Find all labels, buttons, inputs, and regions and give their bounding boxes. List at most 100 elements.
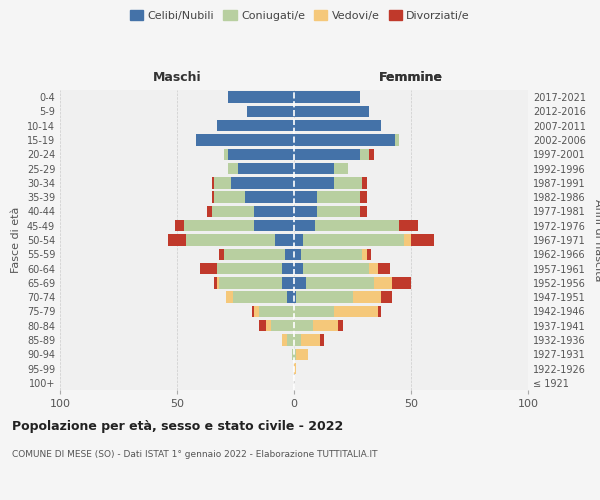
Bar: [374, 277, 392, 288]
Bar: [184, 220, 254, 232]
Bar: [294, 92, 359, 103]
Text: COMUNE DI MESE (SO) - Dati ISTAT 1° gennaio 2022 - Elaborazione TUTTITALIA.IT: COMUNE DI MESE (SO) - Dati ISTAT 1° genn…: [12, 450, 377, 459]
Bar: [200, 263, 217, 274]
Bar: [284, 248, 294, 260]
Bar: [359, 148, 369, 160]
Bar: [259, 306, 294, 317]
Bar: [224, 248, 284, 260]
Bar: [294, 106, 369, 117]
Text: Femmine: Femmine: [379, 71, 443, 84]
Bar: [304, 234, 404, 246]
Bar: [229, 92, 294, 103]
Bar: [380, 292, 392, 303]
Bar: [317, 206, 359, 217]
Bar: [254, 206, 294, 217]
Bar: [294, 234, 304, 246]
Bar: [175, 220, 184, 232]
Bar: [231, 177, 294, 188]
Bar: [369, 263, 378, 274]
Bar: [338, 320, 343, 332]
Bar: [294, 248, 301, 260]
Bar: [306, 277, 374, 288]
Text: Popolazione per età, sesso e stato civile - 2022: Popolazione per età, sesso e stato civil…: [12, 420, 343, 433]
Bar: [196, 134, 294, 145]
Bar: [353, 292, 380, 303]
Bar: [219, 277, 283, 288]
Bar: [294, 277, 306, 288]
Bar: [217, 263, 283, 274]
Bar: [359, 192, 367, 203]
Bar: [359, 206, 367, 217]
Bar: [187, 234, 275, 246]
Legend: Celibi/Nubili, Coniugati/e, Vedovi/e, Divorziati/e: Celibi/Nubili, Coniugati/e, Vedovi/e, Di…: [125, 6, 475, 25]
Bar: [217, 120, 294, 132]
Bar: [294, 206, 317, 217]
Bar: [283, 263, 294, 274]
Bar: [247, 106, 294, 117]
Bar: [294, 334, 301, 345]
Bar: [233, 292, 287, 303]
Bar: [229, 163, 238, 174]
Bar: [404, 234, 411, 246]
Bar: [283, 334, 287, 345]
Bar: [217, 277, 219, 288]
Bar: [317, 192, 359, 203]
Bar: [254, 220, 294, 232]
Bar: [294, 292, 296, 303]
Bar: [362, 248, 367, 260]
Bar: [229, 148, 294, 160]
Bar: [304, 263, 369, 274]
Bar: [378, 306, 380, 317]
Bar: [294, 134, 395, 145]
Bar: [287, 292, 294, 303]
Bar: [252, 306, 254, 317]
Bar: [167, 234, 187, 246]
Bar: [395, 134, 400, 145]
Bar: [367, 248, 371, 260]
Bar: [301, 334, 320, 345]
Bar: [313, 320, 338, 332]
Bar: [334, 177, 362, 188]
Bar: [212, 192, 214, 203]
Bar: [315, 220, 400, 232]
Bar: [266, 320, 271, 332]
Text: Maschi: Maschi: [152, 71, 202, 84]
Bar: [212, 206, 254, 217]
Bar: [378, 263, 390, 274]
Bar: [214, 277, 217, 288]
Bar: [392, 277, 411, 288]
Bar: [275, 234, 294, 246]
Bar: [287, 334, 294, 345]
Y-axis label: Anni di nascita: Anni di nascita: [593, 198, 600, 281]
Bar: [296, 292, 353, 303]
Bar: [294, 348, 296, 360]
Bar: [411, 234, 434, 246]
Bar: [369, 148, 374, 160]
Bar: [334, 163, 348, 174]
Bar: [214, 177, 231, 188]
Bar: [214, 192, 245, 203]
Bar: [294, 120, 380, 132]
Bar: [259, 320, 266, 332]
Y-axis label: Fasce di età: Fasce di età: [11, 207, 21, 273]
Bar: [271, 320, 294, 332]
Bar: [283, 277, 294, 288]
Bar: [294, 320, 313, 332]
Bar: [294, 148, 359, 160]
Bar: [212, 177, 214, 188]
Bar: [362, 177, 367, 188]
Bar: [238, 163, 294, 174]
Bar: [226, 292, 233, 303]
Bar: [294, 177, 334, 188]
Bar: [294, 306, 334, 317]
Bar: [219, 248, 224, 260]
Bar: [254, 306, 259, 317]
Bar: [320, 334, 325, 345]
Bar: [334, 306, 378, 317]
Bar: [294, 263, 304, 274]
Bar: [400, 220, 418, 232]
Bar: [292, 348, 294, 360]
Bar: [294, 192, 317, 203]
Bar: [224, 148, 229, 160]
Bar: [245, 192, 294, 203]
